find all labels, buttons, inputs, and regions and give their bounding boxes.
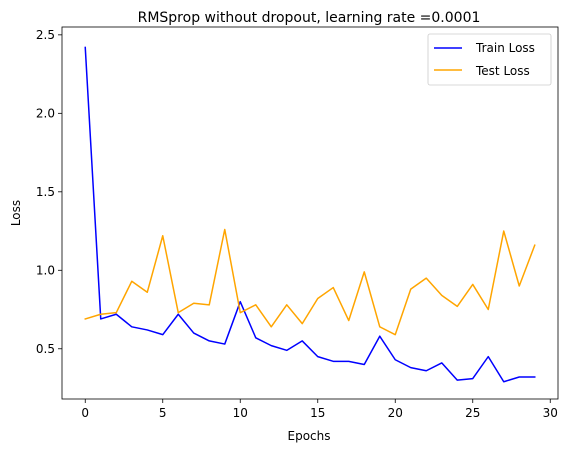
x-tick-label: 10 xyxy=(233,406,248,420)
legend-label-test-loss: Test Loss xyxy=(475,64,530,78)
x-axis: 0 5 10 15 20 25 30 xyxy=(81,399,558,420)
x-tick-label: 20 xyxy=(388,406,403,420)
x-tick-label: 30 xyxy=(543,406,558,420)
x-tick-label: 25 xyxy=(465,406,480,420)
x-tick-label: 5 xyxy=(159,406,167,420)
x-tick-label: 0 xyxy=(81,406,89,420)
y-tick-label: 1.5 xyxy=(36,185,55,199)
y-axis-label: Loss xyxy=(9,200,23,226)
series-line-test-loss xyxy=(84,228,536,336)
legend-box xyxy=(427,33,552,86)
y-axis: 0.5 1.0 1.5 2.0 2.5 xyxy=(36,28,62,356)
y-tick-label: 2.5 xyxy=(36,28,55,42)
series-lines xyxy=(84,46,536,383)
series-line-train-loss xyxy=(84,46,536,383)
y-tick-label: 2.0 xyxy=(36,106,55,120)
plot-frame xyxy=(61,26,559,400)
x-tick-label: 15 xyxy=(310,406,325,420)
legend-label-train-loss: Train Loss xyxy=(475,41,535,55)
y-tick-label: 1.0 xyxy=(36,263,55,277)
legend: Train Loss Test Loss xyxy=(427,33,552,86)
y-tick-label: 0.5 xyxy=(36,342,55,356)
chart-title: RMSprop without dropout, learning rate =… xyxy=(138,10,481,26)
x-axis-label: Epochs xyxy=(288,429,331,443)
